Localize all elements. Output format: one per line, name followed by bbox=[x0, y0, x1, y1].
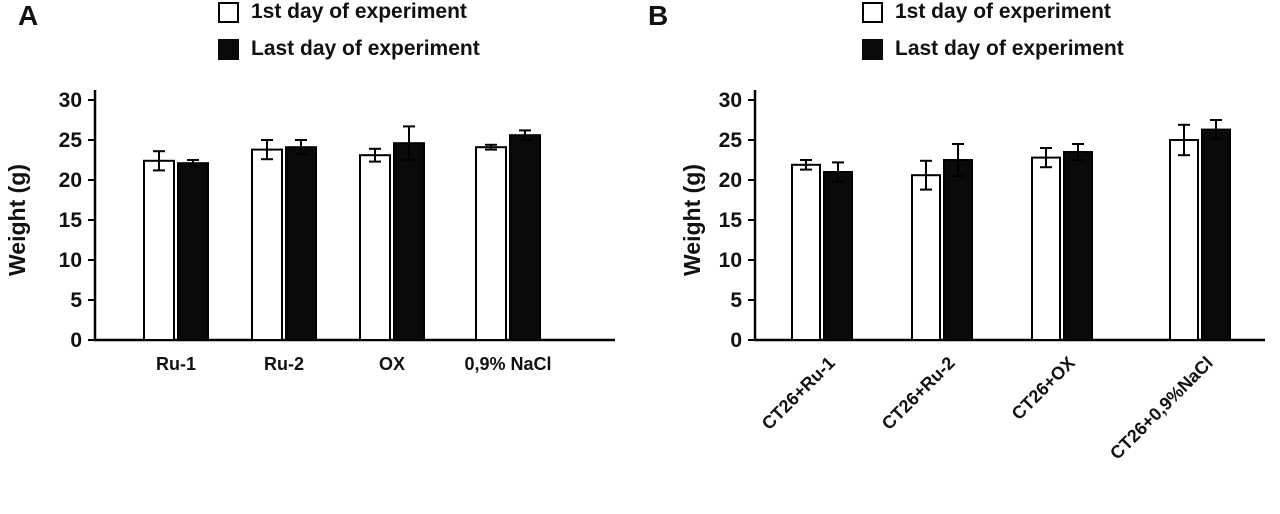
bar-first-day bbox=[143, 159, 175, 341]
y-tick-label: 25 bbox=[59, 129, 83, 152]
x-category-label: Ru-1 bbox=[156, 354, 196, 374]
y-axis-title: Weight (g) bbox=[4, 164, 30, 276]
y-tick-label: 0 bbox=[730, 329, 742, 352]
chart-panel-a: 0 5 10 15 20 25 30 Weight (g) Ru-1 Ru-2 OX 0,9% NaC… bbox=[4, 89, 615, 374]
legend-label-first-day: 1st day of experiment bbox=[251, 0, 467, 23]
bar-last-day bbox=[509, 134, 541, 341]
legend-label-first-day: 1st day of experiment bbox=[895, 0, 1111, 23]
legend-label-last-day: Last day of experiment bbox=[895, 37, 1124, 60]
bar-last-day bbox=[177, 162, 209, 341]
bar-first-day bbox=[1031, 156, 1061, 341]
y-tick-label: 5 bbox=[70, 289, 82, 312]
y-tick-label: 15 bbox=[59, 209, 83, 232]
bar-first-day bbox=[911, 174, 941, 341]
chart-panel-b: 0 5 10 15 20 25 30 Weight (g) CT26+Ru-1 CT26+Ru-2… bbox=[679, 89, 1265, 464]
y-tick-label: 0 bbox=[70, 329, 82, 352]
x-category-label: Ru-2 bbox=[264, 354, 304, 374]
y-tick-label: 5 bbox=[730, 289, 742, 312]
bar-last-day bbox=[1063, 151, 1093, 341]
legend-b: 1st day of experiment Last day of experi… bbox=[862, 0, 1124, 61]
legend-item-last-day: Last day of experiment bbox=[862, 37, 1124, 61]
y-tick-label: 20 bbox=[719, 169, 742, 192]
legend-label-last-day: Last day of experiment bbox=[251, 37, 480, 60]
panel-b-label: B bbox=[648, 0, 669, 31]
y-tick-label: 15 bbox=[719, 209, 743, 232]
x-category-label: CT26+Ru-1 bbox=[758, 353, 839, 434]
y-tick-label: 25 bbox=[719, 129, 743, 152]
bar-first-day bbox=[251, 148, 283, 341]
x-category-label: CT26+OX bbox=[1008, 353, 1079, 424]
y-tick-label: 10 bbox=[59, 249, 82, 272]
x-category-label: CT26+Ru-2 bbox=[878, 353, 959, 434]
open-bar-swatch-icon bbox=[218, 1, 239, 23]
y-tick-label: 30 bbox=[719, 89, 742, 112]
x-category-label: 0,9% NaCl bbox=[464, 354, 551, 374]
bar-last-day bbox=[1201, 128, 1231, 341]
open-bar-swatch-icon bbox=[862, 1, 883, 23]
bar-last-day bbox=[393, 142, 425, 341]
bar-last-day bbox=[285, 146, 317, 341]
x-category-label: CT26+0,9%NaCl bbox=[1106, 353, 1217, 464]
panel-a: A 1st day of experiment Last day of expe… bbox=[4, 0, 615, 374]
bar-first-day bbox=[475, 146, 507, 341]
bar-first-day bbox=[791, 163, 821, 341]
panel-a-label: A bbox=[18, 0, 39, 31]
y-tick-label: 30 bbox=[59, 89, 82, 112]
bar-first-day bbox=[1169, 139, 1199, 341]
filled-bar-swatch-icon bbox=[862, 38, 883, 60]
panel-b: B 1st day of experiment Last day of expe… bbox=[640, 0, 1280, 514]
legend-item-first-day: 1st day of experiment bbox=[862, 0, 1124, 24]
legend-item-first-day: 1st day of experiment bbox=[218, 0, 480, 24]
x-category-label: OX bbox=[379, 354, 405, 374]
legend-a: 1st day of experiment Last day of experi… bbox=[218, 0, 480, 61]
legend-item-last-day: Last day of experiment bbox=[218, 37, 480, 61]
y-tick-label: 10 bbox=[719, 249, 742, 272]
bar-last-day bbox=[943, 159, 973, 341]
bar-first-day bbox=[359, 154, 391, 341]
y-axis-title: Weight (g) bbox=[679, 164, 705, 276]
filled-bar-swatch-icon bbox=[218, 38, 239, 60]
bar-last-day bbox=[823, 171, 853, 341]
y-tick-label: 20 bbox=[59, 169, 82, 192]
